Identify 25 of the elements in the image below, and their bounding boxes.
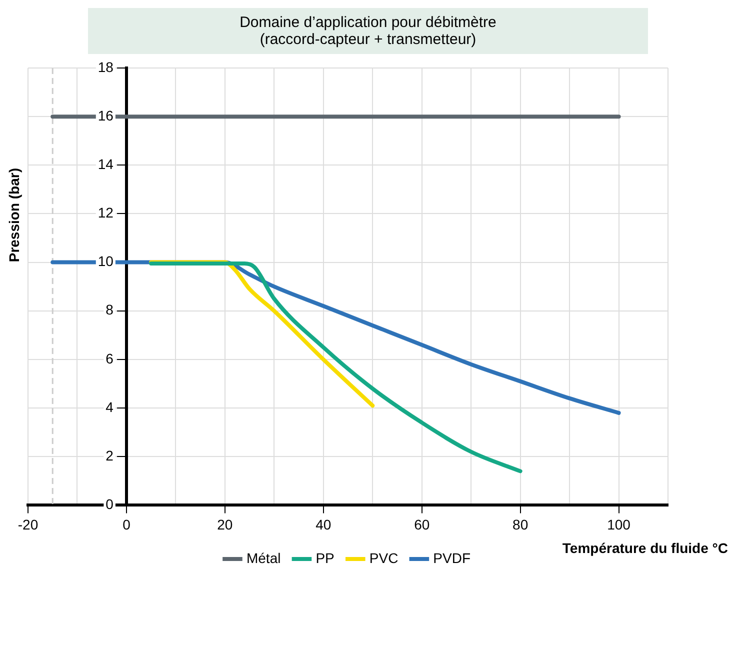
y-tick-label: 12 (98, 204, 114, 221)
x-tick-label: 20 (217, 516, 233, 532)
y-tick-label: 16 (98, 107, 114, 124)
y-tick-label: 8 (106, 302, 114, 318)
legend-label: PVDF (433, 550, 471, 566)
legend-label: PP (316, 550, 334, 566)
x-tick-label: 80 (512, 516, 528, 532)
x-tick-label: 40 (316, 516, 332, 532)
y-tick-label: 18 (98, 58, 114, 75)
x-tick-label: 0 (122, 516, 131, 532)
y-tick-label: 10 (98, 253, 114, 270)
x-tick-label: -20 (18, 516, 38, 532)
legend-label: PVC (369, 550, 398, 566)
y-axis-title: Pression (bar) (6, 168, 22, 262)
legend-label: Métal (246, 550, 281, 566)
line-series (149, 262, 522, 474)
y-tick-label: 2 (106, 447, 114, 464)
y-tick-label: 6 (106, 350, 114, 366)
x-axis-title: Température du fluide °C (562, 540, 728, 556)
x-tick-label: 60 (414, 516, 430, 532)
y-tick-label: 0 (106, 496, 114, 512)
y-tick-label: 14 (98, 156, 114, 172)
chart-title: Domaine d’application pour débitmètre (raccord-capteur + transmetteur) (88, 8, 648, 54)
x-tick-label: 100 (607, 516, 631, 532)
y-tick-label: 4 (106, 398, 114, 415)
